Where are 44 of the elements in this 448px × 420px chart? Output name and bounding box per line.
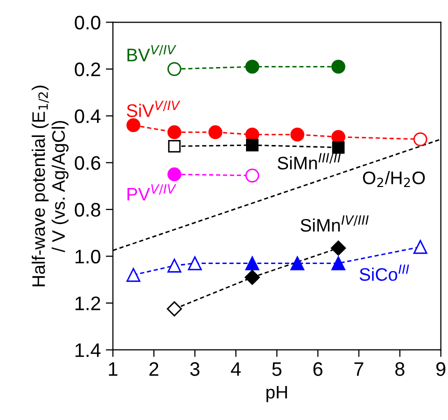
point [290,128,304,142]
text: Half-wave potential (E$_{1/2}$) / V (vs. Ag/AgCl) [32,86,69,286]
x-tick-label: 7 [354,362,364,376]
point [332,141,345,154]
y-tick-label: 0.4 [74,109,101,124]
y-tick-label: 0.2 [74,62,100,76]
y-tick-label: 0.6 [74,156,100,170]
x-axis-title: pH [266,386,287,402]
series-label: PV$^{V/IV}$ [127,184,176,200]
series-label: SiCo$^{III}$ [360,264,409,281]
x-tick-label: 8 [395,362,404,376]
y-tick-label: 0.0 [74,16,100,30]
point [290,256,304,270]
point [330,240,346,256]
point [167,258,182,273]
point [413,240,428,254]
x-tick-label: 5 [272,362,282,376]
point [331,256,346,270]
point [167,125,182,140]
point [245,60,260,74]
series-label: BV$^{V/IV}$ [127,45,176,62]
y-tick-label: 1.4 [76,344,101,357]
series-label: SiMn$^{IV/III}$ [300,215,369,232]
point [331,60,346,74]
point [126,268,140,282]
x-tick-label: 6 [313,362,322,376]
x-tick-label: 4 [230,362,241,376]
series-label: O$_{2}$/H$_{2}$O [362,170,425,188]
point [208,125,222,140]
x-tick-label: 3 [190,362,200,376]
x-tick-label: 9 [436,362,446,376]
y-tick-label: 0.8 [74,202,100,217]
point [244,270,260,285]
point [246,138,259,152]
x-tick-label: 2 [149,362,158,376]
series-label: SiV$^{V/IV}$ [126,100,180,118]
point [188,256,202,270]
x-tick-label: 1 [108,362,118,376]
point [245,256,260,270]
y-tick-label: 1.2 [76,296,100,310]
series-label: SiMn$^{III/II}$ [278,153,341,170]
point [126,118,140,132]
point [167,167,182,182]
y-tick-label: 1.0 [76,250,100,264]
